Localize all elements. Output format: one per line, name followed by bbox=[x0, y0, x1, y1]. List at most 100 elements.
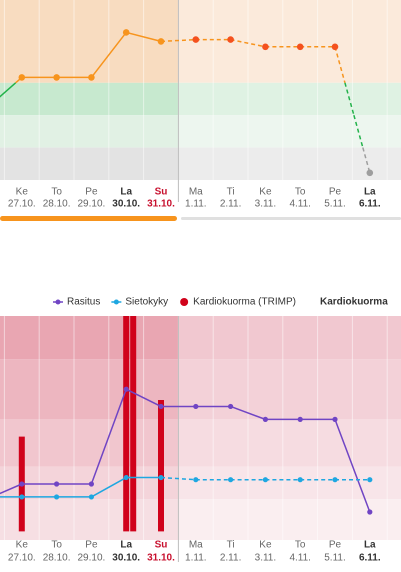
point bbox=[366, 169, 374, 177]
weekday-label: Ke bbox=[259, 187, 272, 198]
point bbox=[193, 403, 199, 410]
point bbox=[296, 43, 304, 51]
weekday-label: Su bbox=[155, 187, 168, 198]
point bbox=[54, 494, 60, 500]
date-label: 31.10. bbox=[147, 199, 175, 210]
scrollbar-thumb[interactable] bbox=[0, 216, 177, 221]
line-segment bbox=[334, 419, 371, 513]
date-label: 30.10. bbox=[112, 199, 140, 210]
point bbox=[88, 494, 94, 500]
point bbox=[88, 481, 94, 487]
line-segment bbox=[91, 476, 127, 498]
line-segment bbox=[125, 388, 162, 408]
zone-past bbox=[0, 147, 179, 180]
point bbox=[123, 386, 129, 392]
zone-future bbox=[178, 359, 401, 420]
point bbox=[158, 474, 164, 481]
weekday-label: Pe bbox=[329, 540, 342, 551]
date-label: 31.10. bbox=[147, 553, 175, 564]
date-label: 29.10. bbox=[77, 199, 105, 210]
bar bbox=[123, 316, 130, 532]
weekday-label: Pe bbox=[329, 187, 342, 198]
legend-marker bbox=[55, 299, 61, 305]
weekday-label: La bbox=[120, 187, 132, 198]
line-segment bbox=[90, 388, 127, 485]
point bbox=[19, 481, 25, 487]
line-segment bbox=[353, 115, 364, 148]
date-label: 27.10. bbox=[8, 199, 36, 210]
zone-past bbox=[0, 82, 179, 116]
point bbox=[157, 38, 165, 45]
weekday-label: La bbox=[364, 540, 376, 551]
point bbox=[262, 416, 268, 422]
point bbox=[88, 74, 95, 81]
line-segment bbox=[160, 476, 196, 481]
point bbox=[367, 509, 373, 515]
weekday-label: Ma bbox=[189, 540, 203, 551]
weekday-label: To bbox=[295, 540, 306, 551]
legend-label[interactable]: Sietokyky bbox=[125, 297, 168, 308]
weekday-label: Pe bbox=[85, 187, 98, 198]
weekday-label: Su bbox=[155, 540, 168, 551]
date-label: 28.10. bbox=[43, 553, 71, 564]
point bbox=[158, 403, 164, 410]
point bbox=[262, 477, 268, 483]
line-segment bbox=[0, 483, 23, 495]
zone-past bbox=[0, 419, 179, 467]
line-segment bbox=[90, 31, 127, 78]
weekday-label: Pe bbox=[85, 540, 98, 551]
weekday-label: La bbox=[364, 187, 376, 198]
line-segment bbox=[334, 46, 346, 83]
point bbox=[332, 416, 338, 422]
date-label: 3.11. bbox=[255, 199, 277, 210]
date-label: 27.10. bbox=[8, 553, 36, 564]
legend-marker bbox=[180, 298, 189, 306]
date-label: 5.11. bbox=[324, 553, 346, 564]
date-label: 4.11. bbox=[289, 199, 311, 210]
point bbox=[123, 474, 129, 481]
date-label: 2.11. bbox=[220, 553, 242, 564]
line-segment bbox=[230, 38, 266, 48]
zone-future bbox=[178, 499, 401, 540]
point bbox=[297, 477, 303, 483]
line-segment bbox=[362, 147, 371, 173]
zone-future bbox=[178, 419, 401, 467]
weekday-label: Ke bbox=[259, 540, 272, 551]
zone-future bbox=[178, 316, 401, 360]
point bbox=[122, 29, 130, 36]
date-label: 2.11. bbox=[220, 199, 242, 210]
date-label: 1.11. bbox=[185, 553, 207, 564]
point bbox=[53, 74, 60, 81]
point bbox=[193, 477, 199, 483]
weekday-label: La bbox=[120, 540, 132, 551]
line-segment bbox=[126, 31, 162, 43]
point bbox=[262, 43, 269, 51]
weekday-label: Ti bbox=[227, 187, 235, 198]
date-label: 30.10. bbox=[112, 553, 140, 564]
zone-future bbox=[178, 466, 401, 500]
point bbox=[367, 477, 373, 483]
point bbox=[192, 36, 200, 43]
weekday-label: Ti bbox=[227, 540, 235, 551]
legend-label[interactable]: Kardiokuorma (TRIMP) bbox=[193, 297, 296, 308]
date-label: 6.11. bbox=[359, 199, 381, 210]
zone-future bbox=[178, 82, 401, 116]
legend-label[interactable]: Rasitus bbox=[67, 297, 100, 308]
line-segment bbox=[160, 38, 196, 43]
point bbox=[228, 477, 234, 483]
point bbox=[18, 74, 26, 81]
zone-past bbox=[0, 316, 179, 360]
scrollbar-track[interactable] bbox=[181, 217, 401, 220]
point bbox=[54, 481, 60, 487]
point bbox=[228, 403, 234, 410]
zone-past bbox=[0, 359, 179, 420]
weekday-label: Ke bbox=[16, 187, 29, 198]
bar bbox=[158, 400, 164, 532]
panel-heading: Kardiokuorma bbox=[320, 297, 388, 308]
weekday-label: To bbox=[51, 540, 62, 551]
weekday-label: To bbox=[295, 187, 306, 198]
zone-past bbox=[0, 0, 179, 83]
date-label: 6.11. bbox=[359, 553, 381, 564]
